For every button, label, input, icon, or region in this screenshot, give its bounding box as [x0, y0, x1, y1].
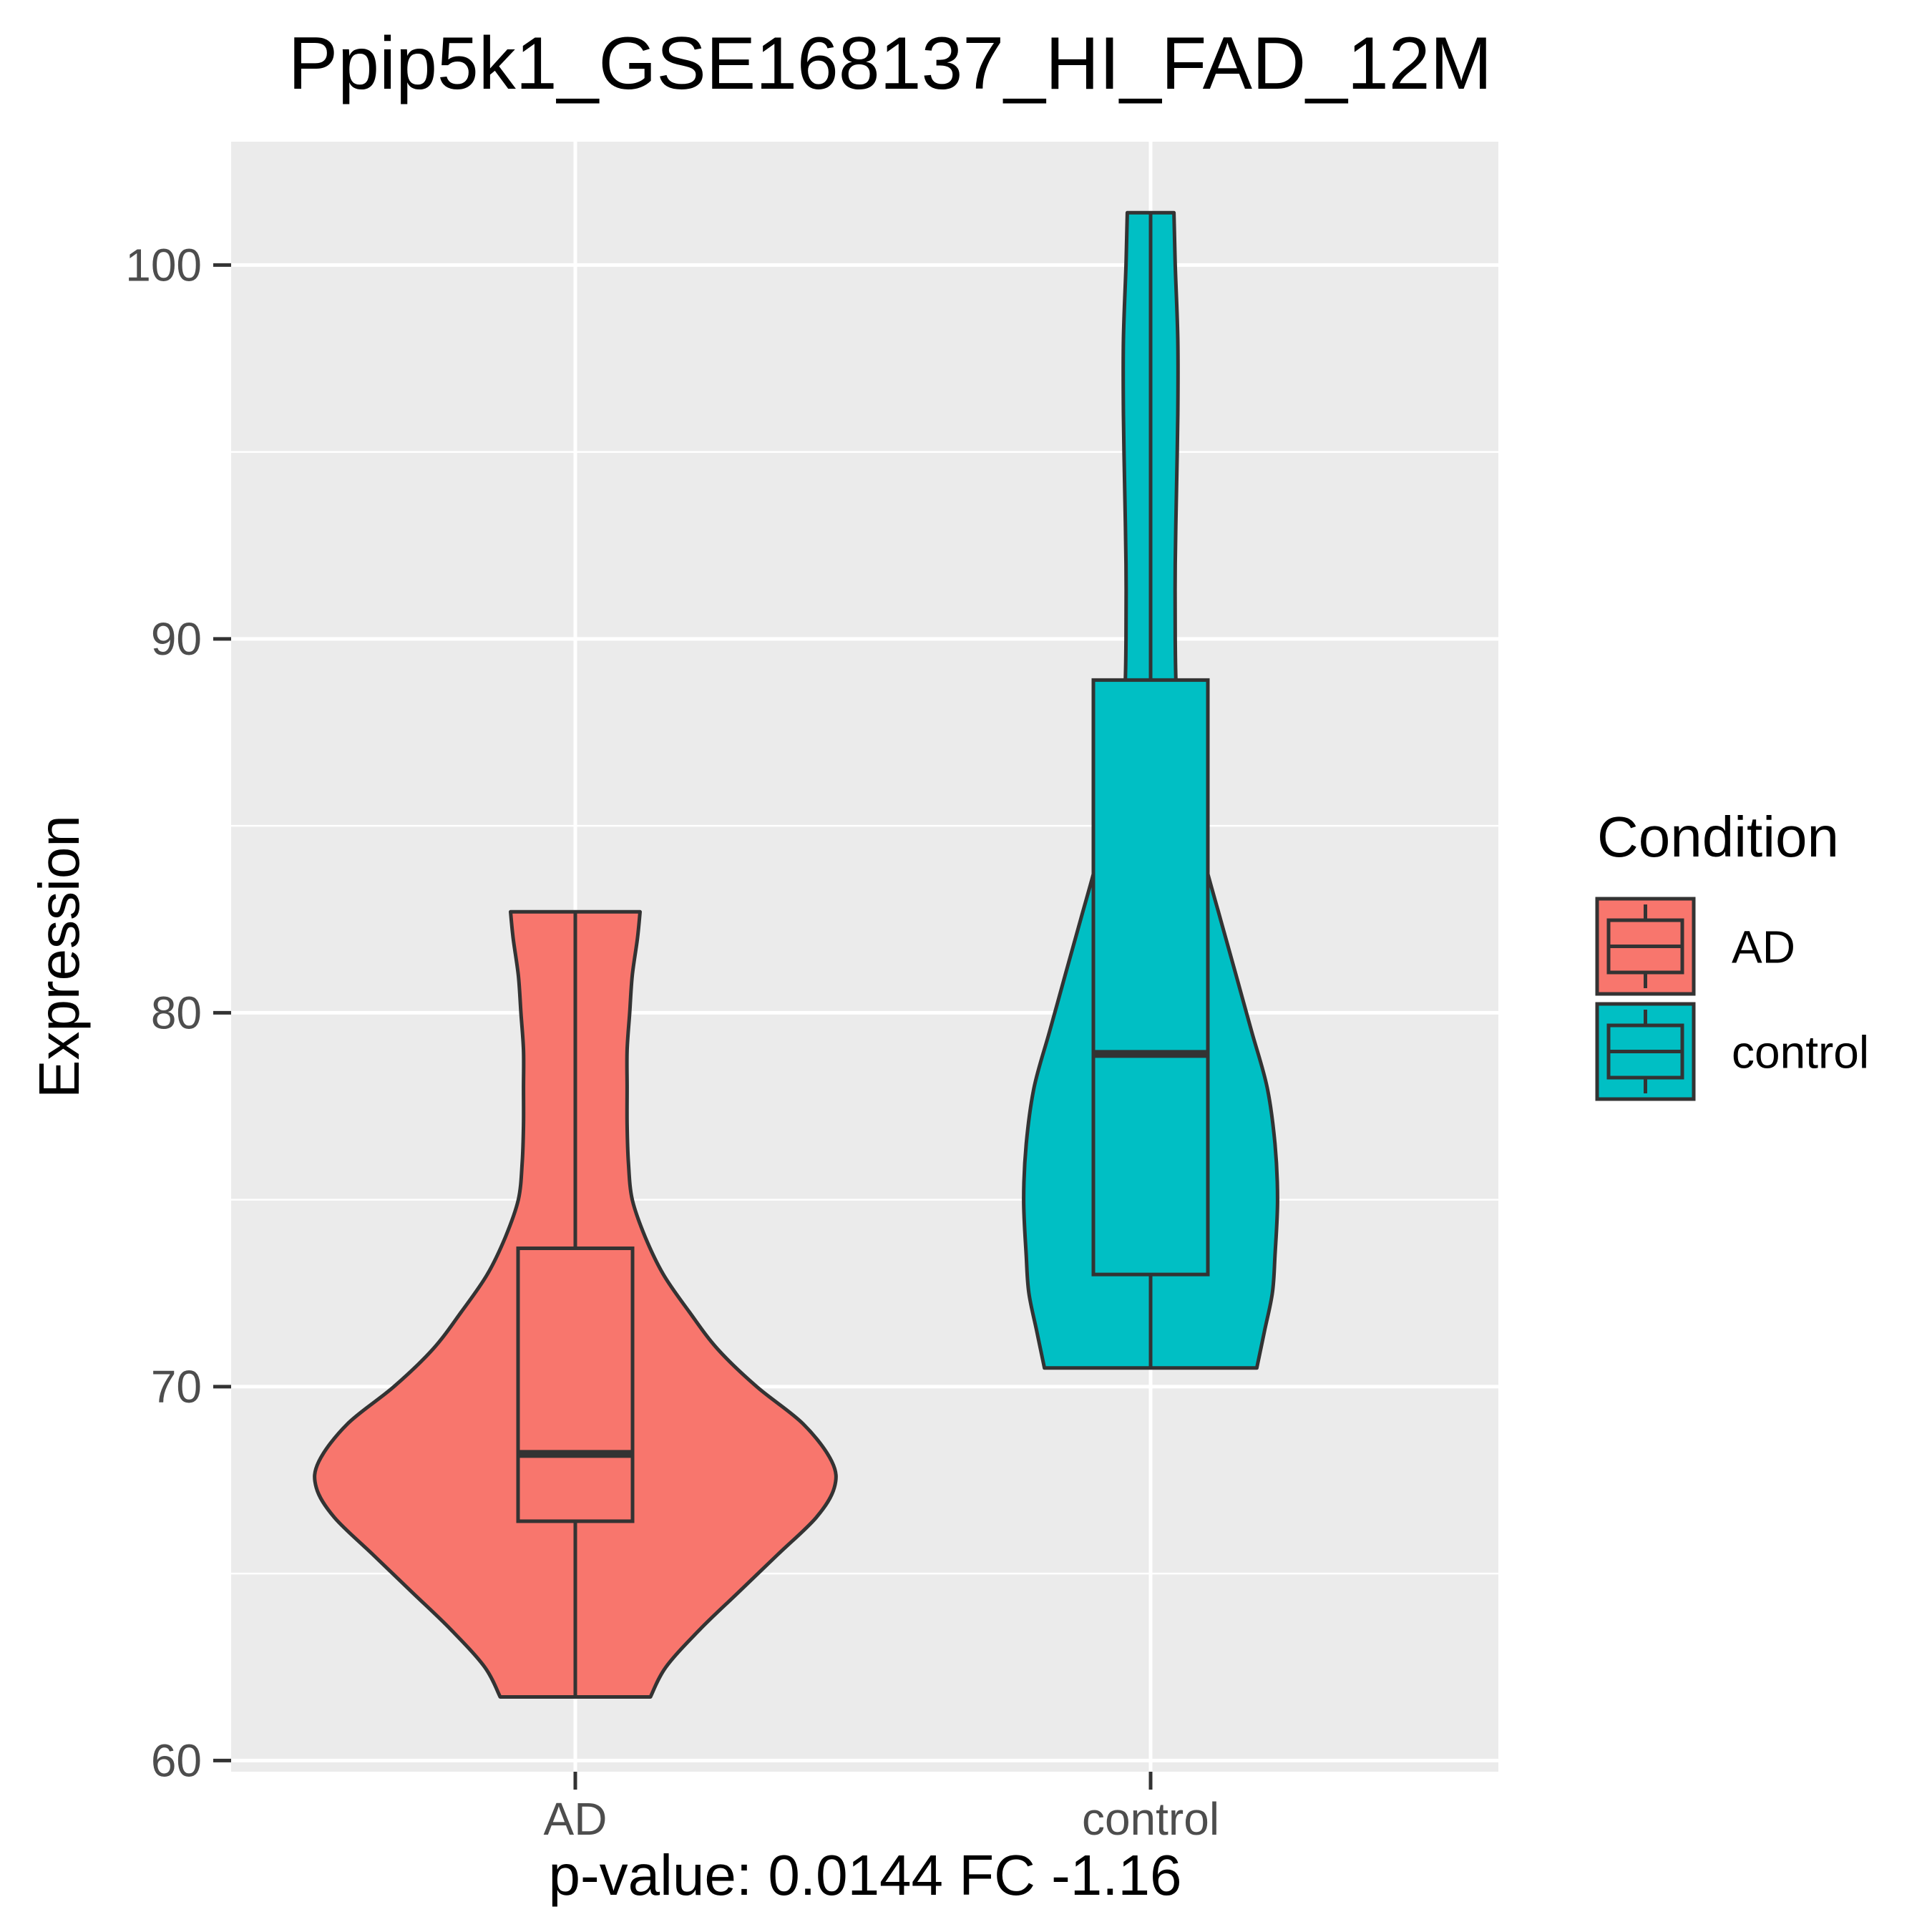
- y-axis-title: Expression: [27, 815, 91, 1098]
- x-tick-label: AD: [544, 1793, 608, 1845]
- legend-label: control: [1732, 1027, 1869, 1078]
- chart-title: Ppip5k1_GSE168137_HI_FAD_12M: [288, 22, 1492, 105]
- legend-key-AD: [1595, 897, 1696, 996]
- y-axis: 60 70 80 90 100: [125, 239, 231, 1786]
- y-tick-label: 60: [151, 1735, 202, 1786]
- legend: Condition AD control: [1595, 805, 1869, 1101]
- y-tick-label: 90: [151, 613, 202, 665]
- x-axis-title: p-value: 0.0144 FC -1.16: [549, 1843, 1182, 1907]
- y-tick-label: 70: [151, 1361, 202, 1413]
- box-AD: [516, 1246, 635, 1523]
- y-tick-label: 100: [125, 239, 202, 291]
- x-tick-label: control: [1082, 1793, 1219, 1845]
- y-tick-label: 80: [151, 987, 202, 1038]
- legend-key-control: [1595, 1002, 1696, 1101]
- legend-label: AD: [1732, 922, 1795, 973]
- legend-title: Condition: [1597, 805, 1839, 869]
- boxplots: [516, 213, 1210, 1697]
- x-axis: AD control: [544, 1772, 1219, 1845]
- box-control: [1091, 678, 1210, 1277]
